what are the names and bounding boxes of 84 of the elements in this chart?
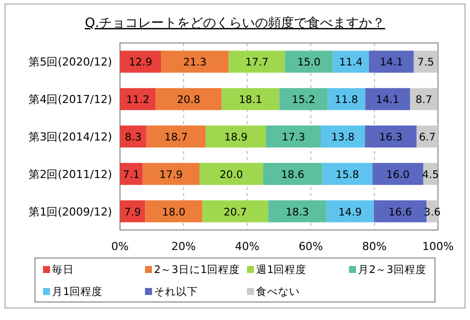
data-label: 18.9 xyxy=(224,132,248,144)
bar xyxy=(328,88,366,110)
data-label: 7.5 xyxy=(417,56,434,69)
data-label: 14.1 xyxy=(376,94,400,106)
bar xyxy=(332,50,369,73)
data-label: 18.0 xyxy=(162,206,186,218)
bar xyxy=(156,88,222,110)
x-tick-label: 80% xyxy=(362,240,387,253)
data-label: 11.2 xyxy=(126,94,150,106)
bar xyxy=(410,88,438,110)
x-tick-label: 0% xyxy=(111,240,129,253)
bar xyxy=(266,126,321,148)
legend-label: 週1回程度 xyxy=(256,263,307,276)
x-tick-label: 40% xyxy=(234,240,260,253)
bar xyxy=(320,126,365,148)
bar xyxy=(263,162,322,185)
bar xyxy=(414,50,438,73)
bar xyxy=(161,50,229,73)
data-label: 14.9 xyxy=(338,206,362,218)
y-tick-label: 第4回(2017/12) xyxy=(28,93,112,106)
bar xyxy=(268,200,326,222)
y-tick-label: 第3回(2014/12) xyxy=(28,130,112,144)
data-label: 18.3 xyxy=(286,206,309,218)
data-label: 12.9 xyxy=(128,56,152,69)
data-label: 20.7 xyxy=(224,206,247,218)
legend-label: 食べない xyxy=(256,286,300,298)
data-label: 7.1 xyxy=(122,168,140,181)
bar xyxy=(120,126,146,148)
data-label: 16.6 xyxy=(388,206,412,218)
y-tick-label: 第2回(2011/12) xyxy=(28,168,112,181)
data-label: 11.8 xyxy=(334,94,358,106)
bar xyxy=(120,200,146,222)
data-label: 14.1 xyxy=(380,56,404,69)
data-label: 20.8 xyxy=(176,94,200,106)
data-label: 16.0 xyxy=(386,168,410,181)
bar xyxy=(228,50,286,73)
data-label: 16.3 xyxy=(379,132,402,144)
data-label: 18.6 xyxy=(280,168,305,181)
bar xyxy=(368,50,414,73)
bar xyxy=(416,126,438,148)
data-label: 6.7 xyxy=(418,132,436,144)
data-label: 21.3 xyxy=(183,56,207,69)
bar xyxy=(372,162,424,185)
bar xyxy=(222,88,280,110)
data-label: 17.9 xyxy=(159,168,183,181)
bar xyxy=(120,50,162,73)
data-label: 20.0 xyxy=(220,168,243,181)
bar xyxy=(200,162,264,185)
data-label: 13.8 xyxy=(331,132,355,144)
x-tick-label: 100% xyxy=(422,240,454,253)
data-label: 7.9 xyxy=(124,206,141,218)
bar xyxy=(326,200,374,222)
bar xyxy=(142,162,200,185)
data-label: 11.4 xyxy=(339,56,363,69)
data-label: 17.3 xyxy=(282,132,306,144)
bar xyxy=(202,200,268,222)
bar xyxy=(364,126,417,148)
data-label: 18.7 xyxy=(164,132,188,144)
chart-title: Q.チョコレートをどのくらいの頻度で食べますか？ xyxy=(84,15,386,31)
legend-label: 月1回程度 xyxy=(52,285,103,298)
legend-label: 2～3日に1回程度 xyxy=(154,263,240,276)
y-tick-label: 第1回(2009/12) xyxy=(28,205,112,218)
bar xyxy=(145,200,202,222)
bar xyxy=(285,50,333,73)
data-label: 18.1 xyxy=(238,94,262,106)
data-label: 15.2 xyxy=(292,94,316,106)
bar xyxy=(146,126,206,148)
bar xyxy=(120,88,156,110)
bar xyxy=(365,88,410,110)
data-label: 15.0 xyxy=(297,56,321,69)
y-tick-label: 第5回(2020/12) xyxy=(28,56,112,69)
data-label: 8.3 xyxy=(124,132,142,144)
data-label: 15.8 xyxy=(336,168,360,181)
legend-label: それ以下 xyxy=(154,285,198,298)
data-label: 8.7 xyxy=(415,94,432,106)
data-label: 17.7 xyxy=(245,56,269,69)
bar xyxy=(120,162,143,185)
bar xyxy=(322,162,372,185)
bar xyxy=(279,88,328,110)
x-tick-label: 60% xyxy=(298,240,324,253)
legend-label: 毎日 xyxy=(52,264,74,276)
legend-label: 月2～3回程度 xyxy=(358,263,426,276)
x-tick-label: 20% xyxy=(171,240,196,253)
bar xyxy=(206,126,266,148)
